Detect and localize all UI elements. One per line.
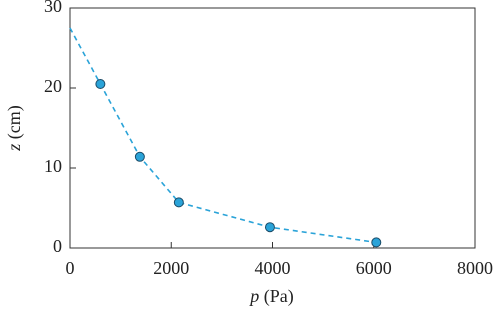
data-point [371, 237, 382, 248]
x-axis-label: p (Pa) [248, 286, 294, 307]
x-tick-label: 2000 [153, 258, 189, 278]
dashed-line [69, 27, 377, 244]
data-point [264, 222, 275, 233]
x-tick-label: 4000 [255, 258, 291, 278]
x-tick-label: 6000 [356, 258, 392, 278]
x-axis-symbol: p [248, 286, 259, 306]
y-axis-unit: (cm) [4, 105, 25, 139]
y-tick-label: 20 [44, 76, 62, 96]
y-tick-label: 10 [44, 156, 62, 176]
data-point [95, 79, 106, 89]
y-axis-label: z (cm) [4, 105, 25, 152]
y-axis-symbol: z [4, 144, 24, 152]
y-tick-label: 30 [44, 0, 62, 16]
x-tick-label: 0 [66, 258, 75, 278]
y-tick-label: 0 [53, 236, 62, 256]
x-tick-label: 8000 [457, 258, 493, 278]
x-axis-unit: (Pa) [264, 286, 294, 307]
data-point [134, 151, 145, 162]
data-point [173, 197, 184, 208]
plot-frame [69, 7, 476, 249]
